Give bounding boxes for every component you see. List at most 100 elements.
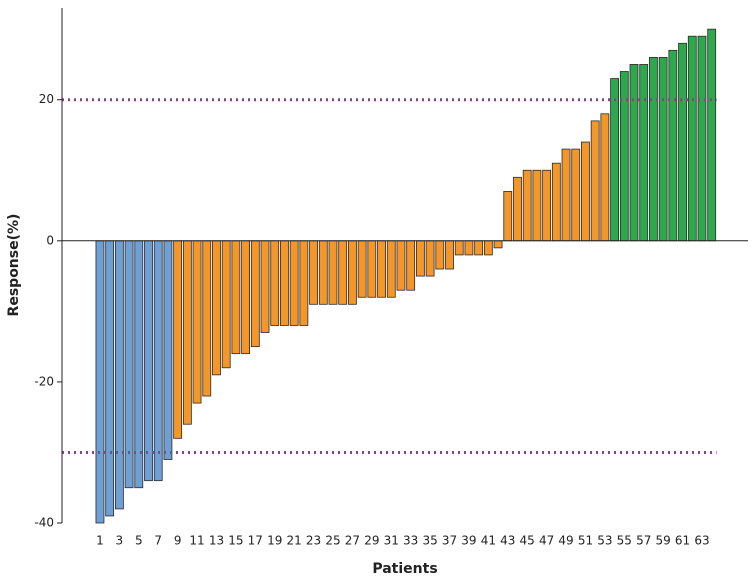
y-axis-label: Response(%) — [6, 214, 22, 317]
bar — [173, 240, 183, 439]
bar — [561, 148, 571, 242]
bar — [260, 240, 270, 333]
bar — [581, 141, 590, 242]
bar — [144, 240, 153, 482]
bar — [687, 35, 697, 242]
bar — [114, 240, 124, 510]
bar — [212, 240, 221, 376]
bar — [328, 240, 338, 305]
bar — [280, 240, 289, 326]
x-tick-label: 23 — [306, 534, 321, 548]
x-tick-label: 47 — [539, 534, 554, 548]
bar — [202, 240, 212, 397]
x-tick-label: 43 — [500, 534, 515, 548]
bar — [415, 240, 425, 277]
bar — [483, 240, 493, 256]
x-tick-label: 31 — [384, 534, 399, 548]
bar — [464, 240, 474, 256]
bar — [503, 191, 513, 242]
x-tick-label: 21 — [287, 534, 302, 548]
bar — [163, 240, 173, 460]
bar — [270, 240, 280, 326]
x-tick-label: 57 — [636, 534, 651, 548]
bar — [309, 240, 318, 305]
bar — [707, 28, 717, 242]
x-tick-label: 11 — [189, 534, 204, 548]
x-tick-label: 53 — [597, 534, 612, 548]
bar — [678, 42, 687, 242]
bar — [474, 240, 484, 256]
bar — [571, 148, 581, 242]
bar — [241, 240, 251, 355]
x-tick-label: 25 — [325, 534, 340, 548]
bar — [590, 120, 600, 242]
bar — [105, 240, 115, 517]
x-tick-label: 5 — [135, 534, 143, 548]
bar — [668, 49, 678, 242]
x-tick-label: 17 — [248, 534, 263, 548]
x-tick-label: 35 — [422, 534, 437, 548]
bar — [299, 240, 309, 326]
x-axis-label: Patients — [372, 561, 437, 577]
bar — [348, 240, 357, 305]
x-tick-label: 27 — [345, 534, 360, 548]
bar — [289, 240, 299, 326]
x-tick-label: 29 — [364, 534, 379, 548]
bar — [435, 240, 445, 270]
bar — [318, 240, 328, 305]
x-tick-label: 39 — [461, 534, 476, 548]
bar — [406, 240, 416, 291]
y-tick-label: 0 — [46, 233, 54, 247]
x-tick-label: 1 — [96, 534, 104, 548]
bar — [610, 78, 619, 242]
y-tick-label: -20 — [34, 374, 54, 388]
y-tick-label: 20 — [39, 92, 54, 106]
bar — [445, 240, 454, 270]
x-tick-label: 49 — [558, 534, 573, 548]
bar — [425, 240, 435, 277]
x-tick-label: 13 — [209, 534, 224, 548]
x-tick-label: 3 — [116, 534, 124, 548]
bar — [124, 240, 134, 489]
x-tick-label: 15 — [228, 534, 243, 548]
bar — [658, 56, 668, 242]
bar — [231, 240, 241, 355]
bar — [639, 64, 649, 242]
bar — [619, 71, 629, 242]
bar — [522, 169, 532, 242]
bar — [649, 56, 658, 242]
x-tick-label: 33 — [403, 534, 418, 548]
x-tick-label: 37 — [442, 534, 457, 548]
bar — [551, 162, 561, 242]
bar — [386, 240, 396, 298]
bar — [153, 240, 163, 482]
bar — [629, 64, 639, 242]
y-tick-label: -40 — [34, 516, 54, 530]
x-tick-label: 55 — [617, 534, 632, 548]
bar — [134, 240, 144, 489]
bar — [513, 176, 522, 242]
bar — [493, 240, 503, 249]
x-tick-label: 61 — [675, 534, 690, 548]
bar — [377, 240, 386, 298]
bar — [338, 240, 348, 305]
x-tick-label: 41 — [481, 534, 496, 548]
bar — [600, 113, 610, 242]
x-tick-label: 59 — [655, 534, 670, 548]
x-tick-label: 63 — [694, 534, 709, 548]
x-tick-label: 51 — [578, 534, 593, 548]
bar — [182, 240, 192, 425]
bar — [697, 35, 707, 242]
x-tick-label: 45 — [520, 534, 535, 548]
bar — [532, 169, 542, 242]
x-tick-label: 19 — [267, 534, 282, 548]
bar — [454, 240, 464, 256]
bar — [250, 240, 260, 348]
bar — [95, 240, 105, 524]
bar — [542, 169, 552, 242]
bar — [367, 240, 377, 298]
x-tick-label: 9 — [174, 534, 182, 548]
bar — [396, 240, 406, 291]
bar — [221, 240, 231, 369]
